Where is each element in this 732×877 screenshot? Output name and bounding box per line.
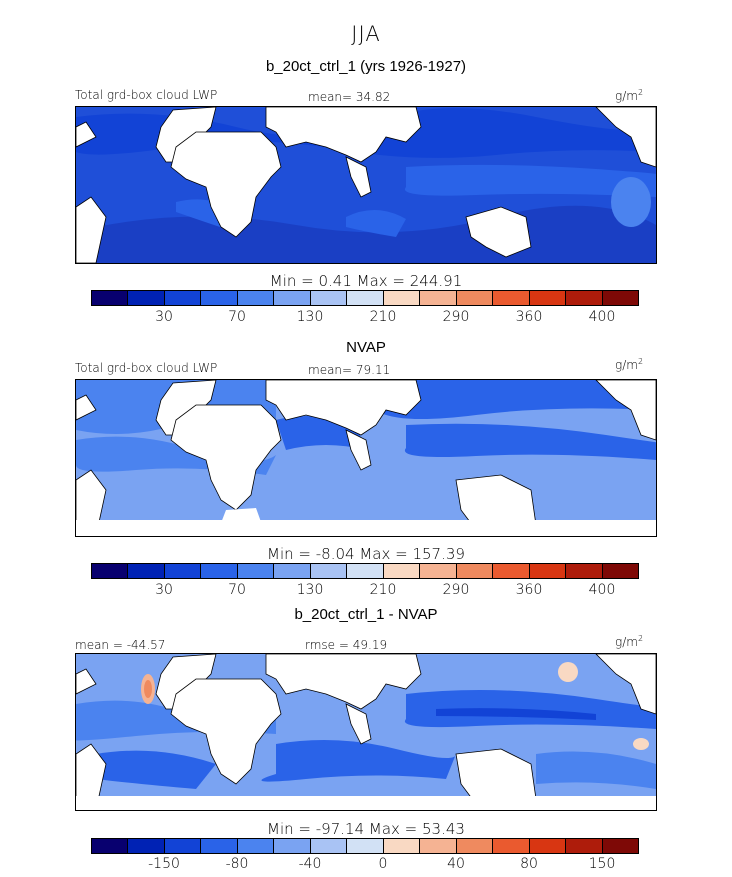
- colorbar-tick-label: 400: [588, 309, 616, 325]
- colorbar-tick-label: 360: [515, 309, 543, 325]
- panel-1-min-max: Min = 0.41 Max = 244.91: [269, 272, 463, 290]
- colorbar-swatch: [237, 839, 275, 853]
- colorbar-swatch: [566, 839, 603, 853]
- colorbar-swatch: [128, 839, 165, 853]
- colorbar-tick-label: 130: [296, 309, 324, 325]
- panel-3-map: [75, 653, 657, 811]
- panel-1-map: [75, 106, 657, 264]
- colorbar-swatch: [237, 291, 275, 305]
- panel-2-mean-label: mean= 79.11: [308, 363, 391, 377]
- colorbar-tick-label: 40: [447, 856, 465, 872]
- colorbar-swatch: [347, 291, 384, 305]
- colorbar-tick-label: 150: [588, 856, 616, 872]
- colorbar-tick-label: 360: [515, 582, 543, 598]
- colorbar-swatch: [164, 291, 202, 305]
- colorbar-swatch: [456, 291, 494, 305]
- panel-3-rmse-label: rmse = 49.19: [305, 638, 388, 652]
- colorbar-swatch: [164, 564, 202, 578]
- season-title: JJA: [351, 22, 381, 46]
- panel-1-title: b_20ct_ctrl_1 (yrs 1926-1927): [265, 58, 467, 75]
- colorbar-swatch: [566, 564, 603, 578]
- colorbar-tick-label: -150: [148, 856, 180, 872]
- panel-3-colorbar: [91, 838, 639, 854]
- colorbar-swatch: [274, 839, 311, 853]
- colorbar-swatch: [602, 291, 639, 305]
- colorbar-tick-label: 30: [155, 309, 173, 325]
- colorbar-swatch: [201, 291, 238, 305]
- colorbar-swatch: [529, 564, 567, 578]
- colorbar-swatch: [456, 839, 494, 853]
- colorbar-tick-label: 290: [442, 309, 470, 325]
- panel-3-units-label: g/m2: [615, 634, 644, 649]
- colorbar-swatch: [566, 291, 603, 305]
- colorbar-swatch: [602, 564, 639, 578]
- colorbar-swatch: [347, 839, 384, 853]
- colorbar-swatch: [347, 564, 384, 578]
- panel-1-colorbar-labels: 30 70 130 210 290 360 400: [91, 309, 639, 327]
- colorbar-swatch: [310, 291, 348, 305]
- colorbar-swatch: [237, 564, 275, 578]
- panel-1-mean-label: mean= 34.82: [308, 90, 391, 104]
- colorbar-swatch: [529, 839, 567, 853]
- colorbar-swatch: [420, 564, 457, 578]
- colorbar-swatch: [274, 564, 311, 578]
- colorbar-swatch: [201, 564, 238, 578]
- colorbar-swatch: [383, 291, 421, 305]
- colorbar-tick-label: 400: [588, 582, 616, 598]
- colorbar-swatch: [274, 291, 311, 305]
- colorbar-tick-label: 0: [378, 856, 388, 872]
- colorbar-swatch: [128, 291, 165, 305]
- colorbar-swatch: [310, 564, 348, 578]
- panel-3-colorbar-labels: -150 -80 -40 0 40 80 150: [91, 856, 639, 874]
- colorbar-swatch: [420, 839, 457, 853]
- colorbar-swatch: [92, 839, 129, 853]
- panel-2-colorbar-labels: 30 70 130 210 290 360 400: [91, 582, 639, 600]
- colorbar-swatch: [493, 839, 530, 853]
- colorbar-tick-label: 290: [442, 582, 470, 598]
- panel-1-colorbar: [91, 290, 639, 306]
- colorbar-swatch: [310, 839, 348, 853]
- colorbar-swatch: [493, 291, 530, 305]
- panel-2-units-label: g/m2: [615, 357, 644, 372]
- colorbar-tick-label: 210: [369, 582, 397, 598]
- panel-3-title: b_20ct_ctrl_1 - NVAP: [294, 606, 438, 623]
- panel-3-mean-label: mean = -44.57: [75, 638, 166, 652]
- colorbar-swatch: [128, 564, 165, 578]
- colorbar-swatch: [92, 291, 129, 305]
- colorbar-tick-label: -40: [298, 856, 322, 872]
- colorbar-swatch: [92, 564, 129, 578]
- colorbar-tick-label: 210: [369, 309, 397, 325]
- colorbar-swatch: [529, 291, 567, 305]
- panel-2-min-max: Min = -8.04 Max = 157.39: [267, 545, 465, 563]
- colorbar-tick-label: 30: [155, 582, 173, 598]
- colorbar-swatch: [164, 839, 202, 853]
- colorbar-tick-label: 70: [228, 309, 246, 325]
- colorbar-swatch: [493, 564, 530, 578]
- panel-2-map: [75, 379, 657, 537]
- panel-2-variable-label: Total grd-box cloud LWP: [75, 361, 218, 375]
- colorbar-swatch: [201, 839, 238, 853]
- panel-3-min-max: Min = -97.14 Max = 53.43: [267, 820, 465, 838]
- colorbar-swatch: [383, 839, 421, 853]
- colorbar-swatch: [456, 564, 494, 578]
- colorbar-tick-label: -80: [225, 856, 249, 872]
- colorbar-swatch: [420, 291, 457, 305]
- panel-1-units-label: g/m2: [615, 88, 644, 103]
- colorbar-swatch: [602, 839, 639, 853]
- panel-2-title: NVAP: [346, 339, 386, 356]
- colorbar-tick-label: 80: [520, 856, 538, 872]
- panel-2-colorbar: [91, 563, 639, 579]
- colorbar-tick-label: 70: [228, 582, 246, 598]
- colorbar-swatch: [383, 564, 421, 578]
- colorbar-tick-label: 130: [296, 582, 324, 598]
- panel-1-variable-label: Total grd-box cloud LWP: [75, 88, 218, 102]
